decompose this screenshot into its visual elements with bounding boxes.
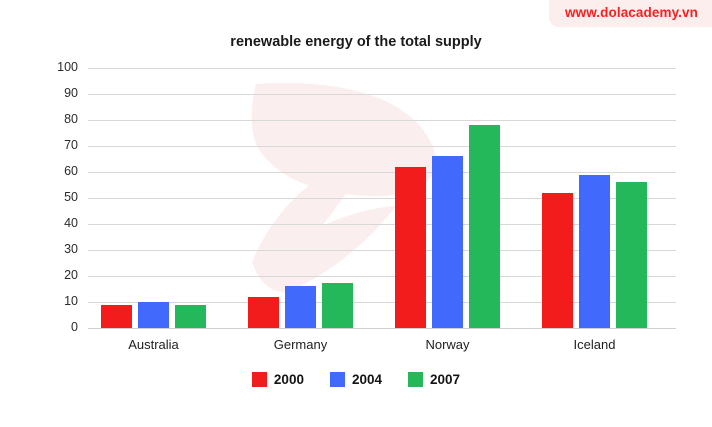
y-tick-label: 70 — [64, 138, 78, 152]
x-tick-label: Iceland — [573, 337, 616, 352]
bar-group — [248, 68, 353, 328]
x-tick-label: Norway — [425, 337, 470, 352]
chart-legend: 2000 2004 2007 — [0, 372, 712, 387]
y-tick-label: 0 — [71, 320, 78, 334]
bar — [138, 302, 169, 328]
y-tick-label: 30 — [64, 242, 78, 256]
y-tick-label: 10 — [64, 294, 78, 308]
bar-group — [395, 68, 500, 328]
bar — [469, 125, 500, 328]
legend-swatch-icon — [251, 372, 267, 387]
bar — [101, 304, 132, 328]
bar — [542, 192, 573, 328]
legend-swatch-icon — [408, 372, 424, 387]
gridline-0 — [88, 328, 676, 329]
y-tick-label: 50 — [64, 190, 78, 204]
y-tick-label: 80 — [64, 112, 78, 126]
bar — [579, 174, 610, 328]
y-tick-label: 60 — [64, 164, 78, 178]
y-tick-label: 40 — [64, 216, 78, 230]
plot-area — [88, 68, 676, 329]
bar-group — [542, 68, 647, 328]
bar — [175, 304, 206, 328]
legend-label: 2004 — [351, 371, 383, 387]
legend-swatch-icon — [329, 372, 345, 387]
gridline-10 — [88, 302, 676, 303]
x-tick-label: Australia — [128, 337, 179, 352]
legend-label: 2000 — [273, 371, 304, 387]
chart-title: renewable energy of the total supply — [230, 34, 482, 50]
bar — [616, 182, 647, 328]
y-tick-label: 20 — [64, 268, 78, 282]
legend-item[interactable]: 2007 — [408, 372, 460, 387]
bar-group — [101, 68, 206, 328]
bar — [432, 156, 463, 328]
y-tick-label: 90 — [64, 86, 78, 100]
site-watermark: www.dolacademy.vn — [549, 0, 712, 27]
legend-label: 2007 — [430, 371, 461, 387]
bar — [248, 296, 279, 328]
legend-item[interactable]: 2000 — [251, 371, 304, 387]
bar — [285, 286, 316, 328]
x-axis-tick-labels: Australia Germany Norway Iceland — [88, 337, 676, 359]
gridline-100 — [88, 68, 676, 69]
bar — [322, 282, 353, 328]
x-tick-label: Germany — [273, 337, 328, 352]
watermark-text: www.dolacademy.vn — [565, 5, 698, 20]
y-tick-label: 100 — [57, 60, 78, 74]
bar — [395, 166, 426, 328]
legend-item[interactable]: 2004 — [329, 371, 383, 387]
